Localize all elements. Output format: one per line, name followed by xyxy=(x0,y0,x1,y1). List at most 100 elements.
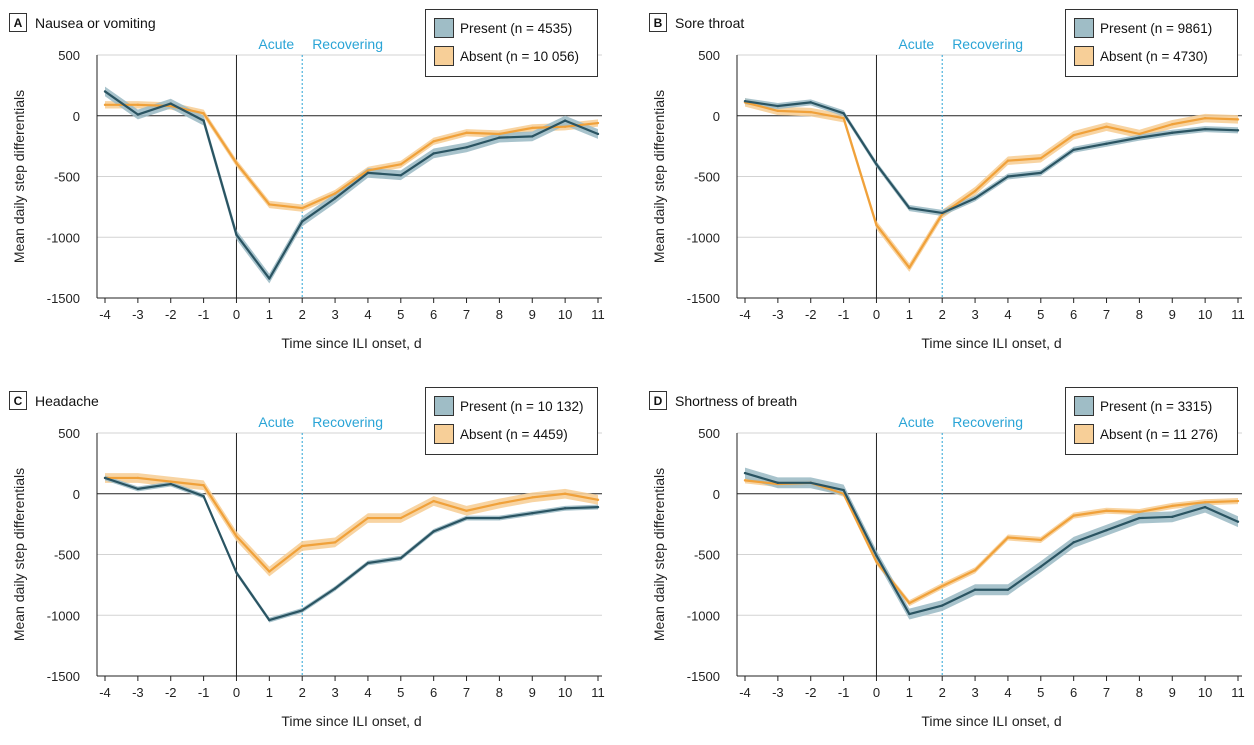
x-tick-label: -3 xyxy=(772,307,784,322)
data-point-present xyxy=(136,487,140,491)
data-point-absent xyxy=(465,509,468,512)
data-point-present xyxy=(498,136,501,139)
x-tick-label: 3 xyxy=(331,685,338,700)
data-point-absent xyxy=(596,121,600,125)
data-point-present xyxy=(202,119,205,122)
chart-panel-c: C Headache 500 0 -500 -1000 -1500 -4 -3 -2 -1 0 1 2 3 4… xyxy=(0,378,627,745)
data-point-absent xyxy=(169,104,172,108)
data-point-absent xyxy=(301,544,304,548)
panel-title: Nausea or vomiting xyxy=(35,15,156,31)
x-tick-label: 11 xyxy=(591,307,605,322)
data-point-present xyxy=(973,588,977,591)
data-point-absent xyxy=(973,189,977,193)
data-point-present xyxy=(169,102,172,105)
y-tick-label: -1000 xyxy=(47,230,80,245)
legend-swatch-present xyxy=(1074,396,1094,416)
data-point-present xyxy=(498,516,501,520)
data-point-present xyxy=(941,604,944,607)
y-tick-label: -500 xyxy=(54,170,80,185)
data-point-present xyxy=(1236,520,1240,523)
legend-box xyxy=(425,9,598,77)
x-tick-label: 2 xyxy=(939,307,946,322)
x-tick-label: 11 xyxy=(591,685,605,700)
y-tick-label: -1500 xyxy=(47,669,80,684)
data-point-present xyxy=(366,171,370,175)
series-line-absent xyxy=(105,476,599,573)
legend-label-absent: Absent (n = 4730) xyxy=(1100,49,1208,64)
legend-swatch-absent xyxy=(434,46,454,66)
panel-title: Headache xyxy=(35,393,99,409)
data-point-present xyxy=(103,90,107,93)
data-point-present xyxy=(465,146,468,149)
legend-swatch-present xyxy=(434,18,454,38)
x-tick-label: 4 xyxy=(364,685,371,700)
data-point-present xyxy=(531,135,534,138)
ci-band-absent xyxy=(105,473,598,577)
x-tick-label: 11 xyxy=(1231,685,1245,700)
data-point-absent xyxy=(268,203,271,206)
panel-title: Shortness of breath xyxy=(675,393,797,409)
x-tick-label: -2 xyxy=(805,685,817,700)
data-point-absent xyxy=(875,560,878,563)
phase-label-acute: Acute xyxy=(898,414,934,430)
data-point-absent xyxy=(301,206,304,210)
series-line-absent xyxy=(744,101,1239,269)
x-tick-label: -4 xyxy=(739,685,751,700)
legend-swatch-absent xyxy=(1074,424,1094,444)
data-point-absent xyxy=(268,570,271,573)
data-point-absent xyxy=(908,266,911,269)
data-point-absent xyxy=(596,498,600,502)
data-point-present xyxy=(1072,148,1075,151)
x-tick-label: 3 xyxy=(971,685,978,700)
data-point-absent xyxy=(1006,536,1010,539)
data-point-absent xyxy=(432,499,435,503)
data-point-absent xyxy=(235,535,238,538)
data-point-present xyxy=(301,220,304,223)
data-point-present xyxy=(1039,565,1042,568)
data-point-absent xyxy=(103,103,107,107)
data-point-present xyxy=(1006,175,1010,178)
x-axis-label: Time since ILI onset, d xyxy=(281,713,421,729)
legend-box xyxy=(425,387,598,455)
phase-label-acute: Acute xyxy=(898,36,934,52)
data-point-present xyxy=(776,104,780,108)
data-point-absent xyxy=(333,541,337,544)
series-line-absent xyxy=(105,103,599,210)
data-point-present xyxy=(235,233,238,237)
data-point-present xyxy=(432,530,435,533)
chart-svg: C Headache 500 0 -500 -1000 -1500 -4 -3 -2 -1 0 1 2 3 4… xyxy=(9,387,605,729)
data-point-present xyxy=(169,482,172,486)
data-point-present xyxy=(399,556,402,560)
x-tick-label: -4 xyxy=(739,307,751,322)
phase-label-acute: Acute xyxy=(258,414,294,430)
x-tick-label: 5 xyxy=(397,685,404,700)
data-point-absent xyxy=(202,484,205,487)
phase-label-recovering: Recovering xyxy=(952,414,1023,430)
panel-letter: D xyxy=(654,394,663,408)
data-point-absent xyxy=(1006,159,1010,162)
x-tick-label: 4 xyxy=(1004,685,1011,700)
chart-svg: D Shortness of breath 500 0 -500 -1000 -1500 -4… xyxy=(649,387,1245,729)
series-line-present xyxy=(744,472,1239,616)
x-tick-label: 10 xyxy=(558,307,572,322)
x-tick-label: 9 xyxy=(1169,307,1176,322)
phase-label-recovering: Recovering xyxy=(312,36,383,52)
legend-label-absent: Absent (n = 4459) xyxy=(460,427,568,442)
data-point-present xyxy=(596,132,600,136)
data-point-absent xyxy=(1236,118,1240,121)
x-tick-label: 7 xyxy=(463,307,470,322)
x-tick-label: 3 xyxy=(971,307,978,322)
x-axis-label: Time since ILI onset, d xyxy=(921,335,1061,351)
y-tick-label: 500 xyxy=(698,426,720,441)
data-point-absent xyxy=(465,131,468,134)
data-point-absent xyxy=(908,601,911,605)
panel-letter: C xyxy=(14,394,23,408)
x-tick-label: -2 xyxy=(165,307,177,322)
phase-label-acute: Acute xyxy=(258,36,294,52)
data-point-present xyxy=(973,197,977,200)
data-point-present xyxy=(202,494,205,498)
series-line-present xyxy=(744,100,1239,215)
panel-title: Sore throat xyxy=(675,15,744,31)
data-point-absent xyxy=(973,569,977,572)
x-tick-label: 2 xyxy=(939,685,946,700)
